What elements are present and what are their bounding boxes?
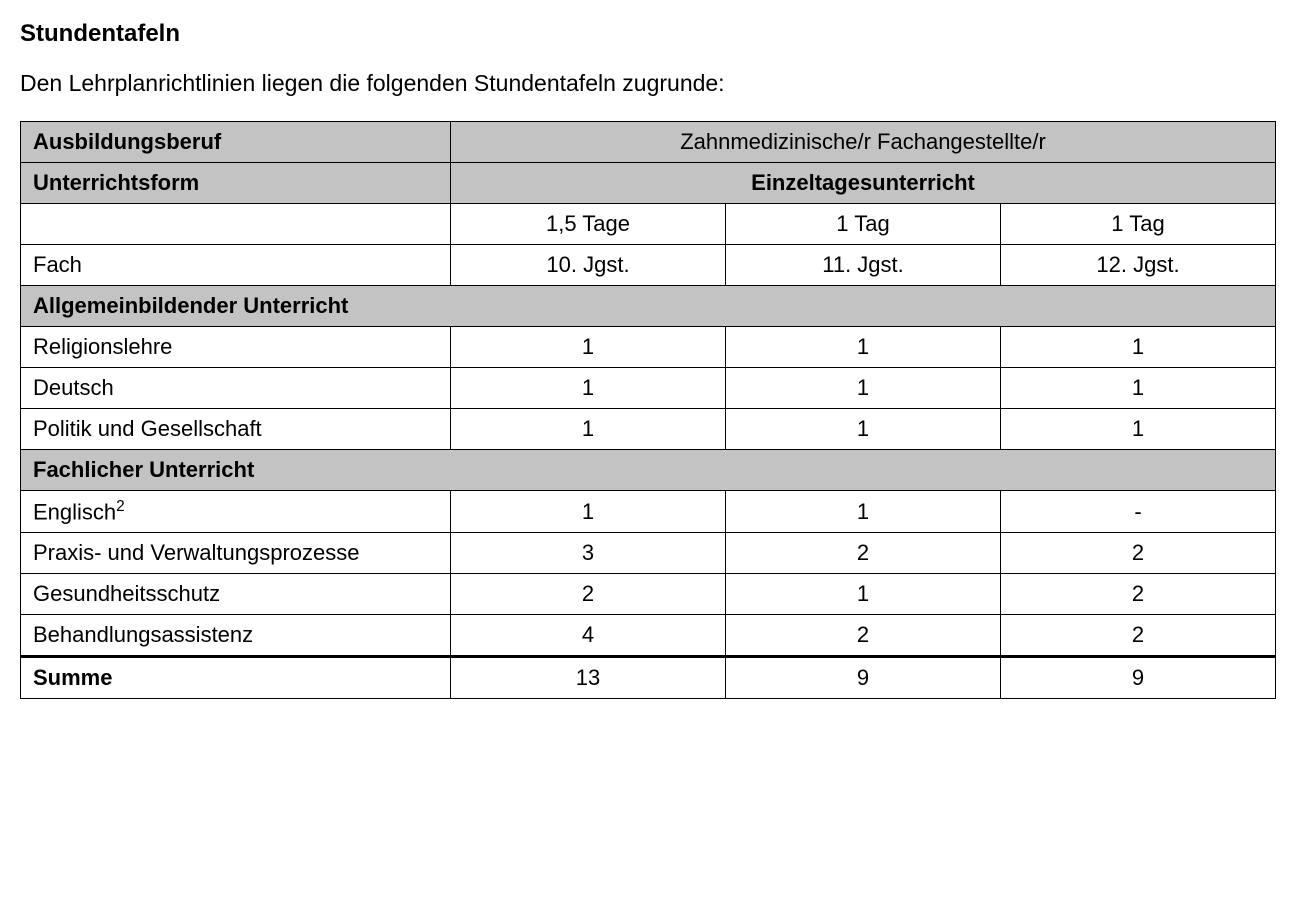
days-row-blank bbox=[21, 204, 451, 245]
row-val: 2 bbox=[726, 533, 1001, 574]
sum-val-1: 9 bbox=[726, 657, 1001, 699]
row-label: Behandlungsassistenz bbox=[21, 615, 451, 657]
days-col-0: 1,5 Tage bbox=[451, 204, 726, 245]
row-val: 2 bbox=[451, 574, 726, 615]
section-header-1: Fachlicher Unterricht bbox=[21, 450, 1276, 491]
days-col-2: 1 Tag bbox=[1001, 204, 1276, 245]
table-row: Deutsch 1 1 1 bbox=[21, 368, 1276, 409]
table-row: Gesundheitsschutz 2 1 2 bbox=[21, 574, 1276, 615]
section-header-0: Allgemeinbildender Unterricht bbox=[21, 286, 1276, 327]
row-label: Englisch2 bbox=[21, 491, 451, 533]
unterrichtsform-value: Einzeltagesunterricht bbox=[451, 163, 1276, 204]
table-row: Behandlungsassistenz 4 2 2 bbox=[21, 615, 1276, 657]
intro-text: Den Lehrplanrichtlinien liegen die folge… bbox=[20, 70, 1276, 97]
row-label: Deutsch bbox=[21, 368, 451, 409]
grade-col-2: 12. Jgst. bbox=[1001, 245, 1276, 286]
stundentafel-table: Ausbildungsberuf Zahnmedizinische/r Fach… bbox=[20, 121, 1276, 699]
row-label: Gesundheitsschutz bbox=[21, 574, 451, 615]
grade-col-1: 11. Jgst. bbox=[726, 245, 1001, 286]
row-label: Politik und Gesellschaft bbox=[21, 409, 451, 450]
ausbildungsberuf-label: Ausbildungsberuf bbox=[21, 122, 451, 163]
table-row: Praxis- und Verwaltungsprozesse 3 2 2 bbox=[21, 533, 1276, 574]
row-val: 1 bbox=[726, 574, 1001, 615]
ausbildungsberuf-value: Zahnmedizinische/r Fachangestellte/r bbox=[451, 122, 1276, 163]
fach-label: Fach bbox=[21, 245, 451, 286]
row-label-sup: 2 bbox=[116, 498, 125, 515]
table-row: Religionslehre 1 1 1 bbox=[21, 327, 1276, 368]
page-title: Stundentafeln bbox=[20, 20, 1276, 48]
row-val: 2 bbox=[726, 615, 1001, 657]
table-row: Englisch2 1 1 - bbox=[21, 491, 1276, 533]
row-val: 2 bbox=[1001, 574, 1276, 615]
unterrichtsform-label: Unterrichtsform bbox=[21, 163, 451, 204]
row-val: 3 bbox=[451, 533, 726, 574]
sum-row: Summe 13 9 9 bbox=[21, 657, 1276, 699]
row-val: - bbox=[1001, 491, 1276, 533]
row-val: 1 bbox=[1001, 409, 1276, 450]
row-label-text: Englisch bbox=[33, 499, 116, 524]
row-val: 1 bbox=[726, 327, 1001, 368]
row-val: 1 bbox=[451, 327, 726, 368]
row-label: Religionslehre bbox=[21, 327, 451, 368]
row-val: 1 bbox=[451, 368, 726, 409]
row-val: 1 bbox=[1001, 327, 1276, 368]
days-col-1: 1 Tag bbox=[726, 204, 1001, 245]
row-val: 1 bbox=[451, 409, 726, 450]
sum-label: Summe bbox=[21, 657, 451, 699]
sum-val-0: 13 bbox=[451, 657, 726, 699]
row-val: 1 bbox=[726, 491, 1001, 533]
row-val: 2 bbox=[1001, 533, 1276, 574]
table-row: Politik und Gesellschaft 1 1 1 bbox=[21, 409, 1276, 450]
row-val: 1 bbox=[451, 491, 726, 533]
grade-col-0: 10. Jgst. bbox=[451, 245, 726, 286]
sum-val-2: 9 bbox=[1001, 657, 1276, 699]
row-val: 1 bbox=[726, 409, 1001, 450]
row-val: 4 bbox=[451, 615, 726, 657]
row-val: 1 bbox=[726, 368, 1001, 409]
row-val: 1 bbox=[1001, 368, 1276, 409]
row-label: Praxis- und Verwaltungsprozesse bbox=[21, 533, 451, 574]
row-val: 2 bbox=[1001, 615, 1276, 657]
